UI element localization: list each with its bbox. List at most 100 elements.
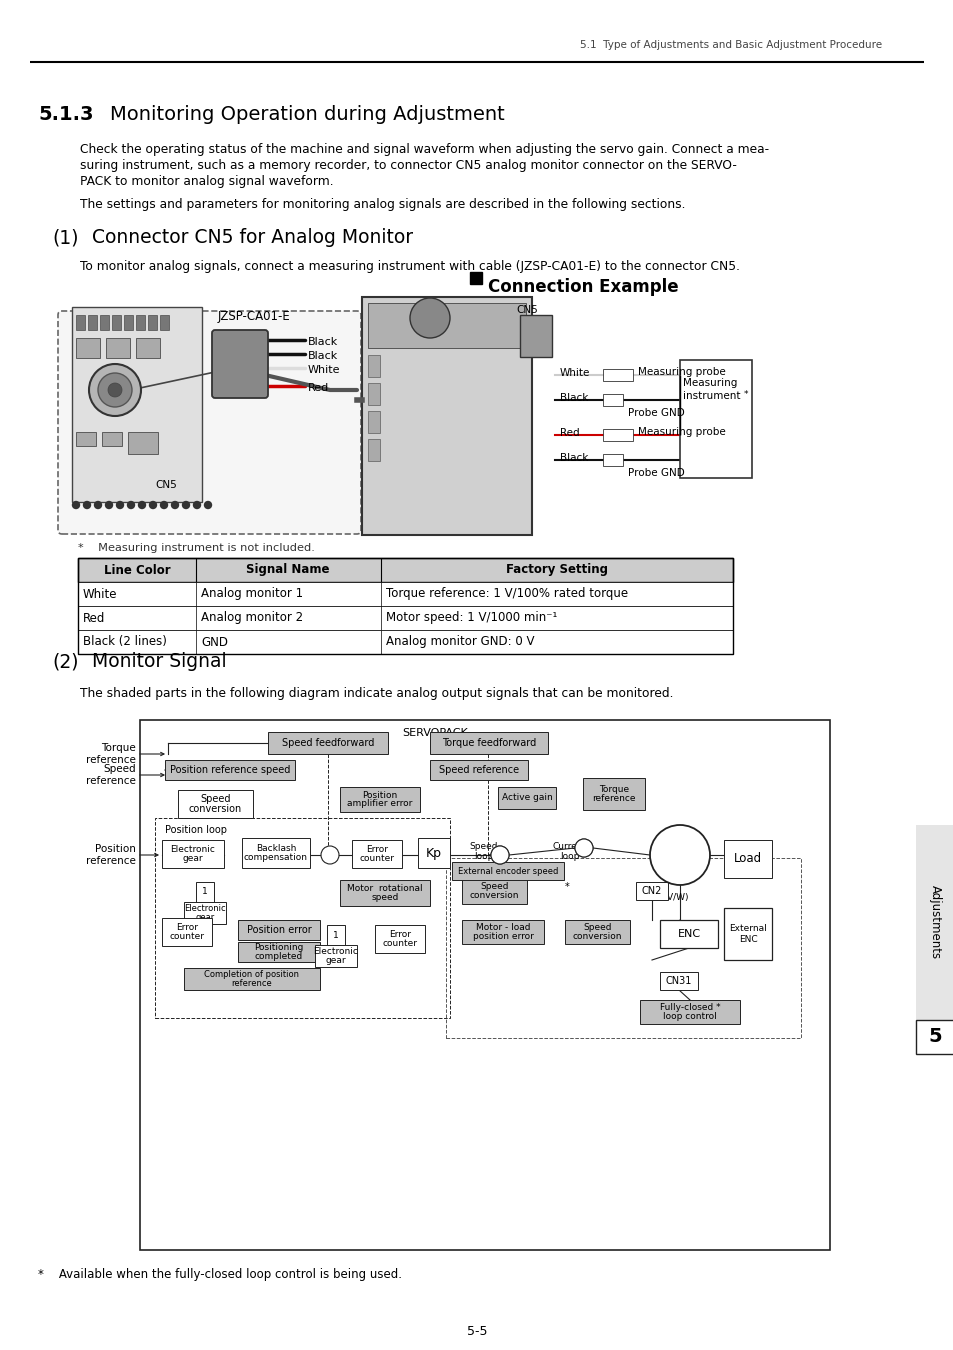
Bar — [368, 383, 379, 405]
Text: *: * — [564, 882, 569, 892]
Text: conversion: conversion — [572, 931, 621, 941]
Text: Position reference speed: Position reference speed — [170, 765, 290, 775]
Bar — [184, 968, 319, 990]
Text: Measuring probe: Measuring probe — [638, 367, 725, 377]
Text: conversion: conversion — [189, 803, 242, 814]
Circle shape — [98, 373, 132, 406]
Bar — [470, 271, 481, 284]
Text: Speed: Speed — [200, 794, 231, 805]
Text: Positioning: Positioning — [254, 944, 303, 952]
Circle shape — [410, 298, 450, 338]
Bar — [461, 919, 543, 944]
Text: White: White — [559, 369, 590, 378]
Text: gear: gear — [195, 913, 214, 922]
Circle shape — [491, 846, 509, 864]
Text: SERVOPACK: SERVOPACK — [402, 728, 467, 738]
Text: completed: completed — [254, 952, 303, 961]
Bar — [136, 338, 160, 358]
Bar — [102, 432, 122, 446]
Text: Fully-closed *: Fully-closed * — [659, 1003, 720, 1012]
Bar — [602, 454, 622, 466]
Bar — [140, 720, 829, 1250]
Text: Factory Setting: Factory Setting — [505, 563, 607, 576]
Bar — [368, 355, 379, 377]
Text: Torque
reference: Torque reference — [86, 744, 136, 765]
Text: CN2: CN2 — [641, 886, 661, 896]
Bar — [162, 918, 212, 946]
Text: Position error: Position error — [247, 925, 311, 936]
Text: 5: 5 — [927, 1027, 941, 1046]
Circle shape — [89, 364, 141, 416]
Text: conversion: conversion — [469, 891, 518, 900]
Bar — [915, 825, 953, 1021]
Circle shape — [106, 501, 112, 509]
Bar — [602, 369, 633, 381]
Text: Motor - load: Motor - load — [476, 923, 530, 932]
Text: Measuring: Measuring — [682, 378, 737, 387]
Text: Speed reference: Speed reference — [438, 765, 518, 775]
Text: Signal Name: Signal Name — [246, 563, 330, 576]
Text: Completion of position: Completion of position — [204, 971, 299, 980]
Bar — [723, 840, 771, 878]
Text: The settings and parameters for monitoring analog signals are described in the f: The settings and parameters for monitori… — [80, 198, 685, 211]
Text: Speed: Speed — [479, 882, 508, 891]
Bar — [368, 439, 379, 460]
Bar — [327, 925, 345, 945]
Bar — [165, 760, 294, 780]
Bar — [78, 606, 732, 630]
Text: amplifier error: amplifier error — [347, 799, 413, 809]
Text: Torque: Torque — [598, 786, 628, 794]
Text: CN5: CN5 — [154, 481, 176, 490]
Bar — [78, 558, 732, 653]
Circle shape — [575, 838, 593, 857]
Bar — [237, 919, 319, 940]
Bar — [128, 432, 158, 454]
Text: Electronic: Electronic — [314, 948, 358, 956]
Text: (1): (1) — [52, 228, 78, 247]
Bar — [446, 859, 801, 1038]
Text: Current
loop: Current loop — [553, 842, 586, 861]
Bar — [112, 315, 121, 329]
Text: Electronic: Electronic — [171, 845, 215, 855]
Bar — [148, 315, 157, 329]
Text: *: * — [743, 390, 748, 400]
Text: Speed
reference: Speed reference — [86, 764, 136, 786]
Bar — [723, 909, 771, 960]
Bar — [368, 410, 379, 433]
Text: Backlash: Backlash — [255, 844, 295, 853]
Circle shape — [649, 825, 709, 886]
Text: White: White — [83, 587, 117, 601]
Text: The shaded parts in the following diagram indicate analog output signals that ca: The shaded parts in the following diagra… — [80, 687, 673, 701]
Text: Analog monitor 2: Analog monitor 2 — [201, 612, 303, 625]
Bar — [178, 790, 253, 818]
Circle shape — [108, 383, 122, 397]
Text: reference: reference — [232, 979, 273, 988]
Bar — [417, 838, 450, 868]
Bar — [242, 838, 310, 868]
Text: +: + — [579, 842, 587, 853]
Text: Red: Red — [308, 383, 329, 393]
Bar — [452, 863, 563, 880]
Circle shape — [491, 846, 509, 864]
Circle shape — [72, 501, 79, 509]
Text: Active gain: Active gain — [501, 794, 552, 802]
Text: JZSP-CA01-E: JZSP-CA01-E — [218, 310, 291, 323]
Bar — [582, 778, 644, 810]
Bar — [339, 787, 419, 811]
Text: Position: Position — [362, 791, 397, 799]
Text: 5.1.3: 5.1.3 — [38, 105, 93, 124]
Text: Error: Error — [366, 845, 388, 855]
Text: Red: Red — [83, 612, 105, 625]
Bar — [76, 432, 96, 446]
Bar — [679, 360, 751, 478]
Text: suring instrument, such as a memory recorder, to connector CN5 analog monitor co: suring instrument, such as a memory reco… — [80, 159, 736, 171]
Bar — [136, 315, 145, 329]
Bar — [78, 582, 732, 606]
Bar — [602, 429, 633, 441]
Circle shape — [182, 501, 190, 509]
Bar — [78, 630, 732, 653]
Text: counter: counter — [359, 855, 395, 863]
Text: Error: Error — [175, 923, 198, 932]
Text: loop control: loop control — [662, 1012, 716, 1021]
Text: counter: counter — [382, 938, 417, 948]
